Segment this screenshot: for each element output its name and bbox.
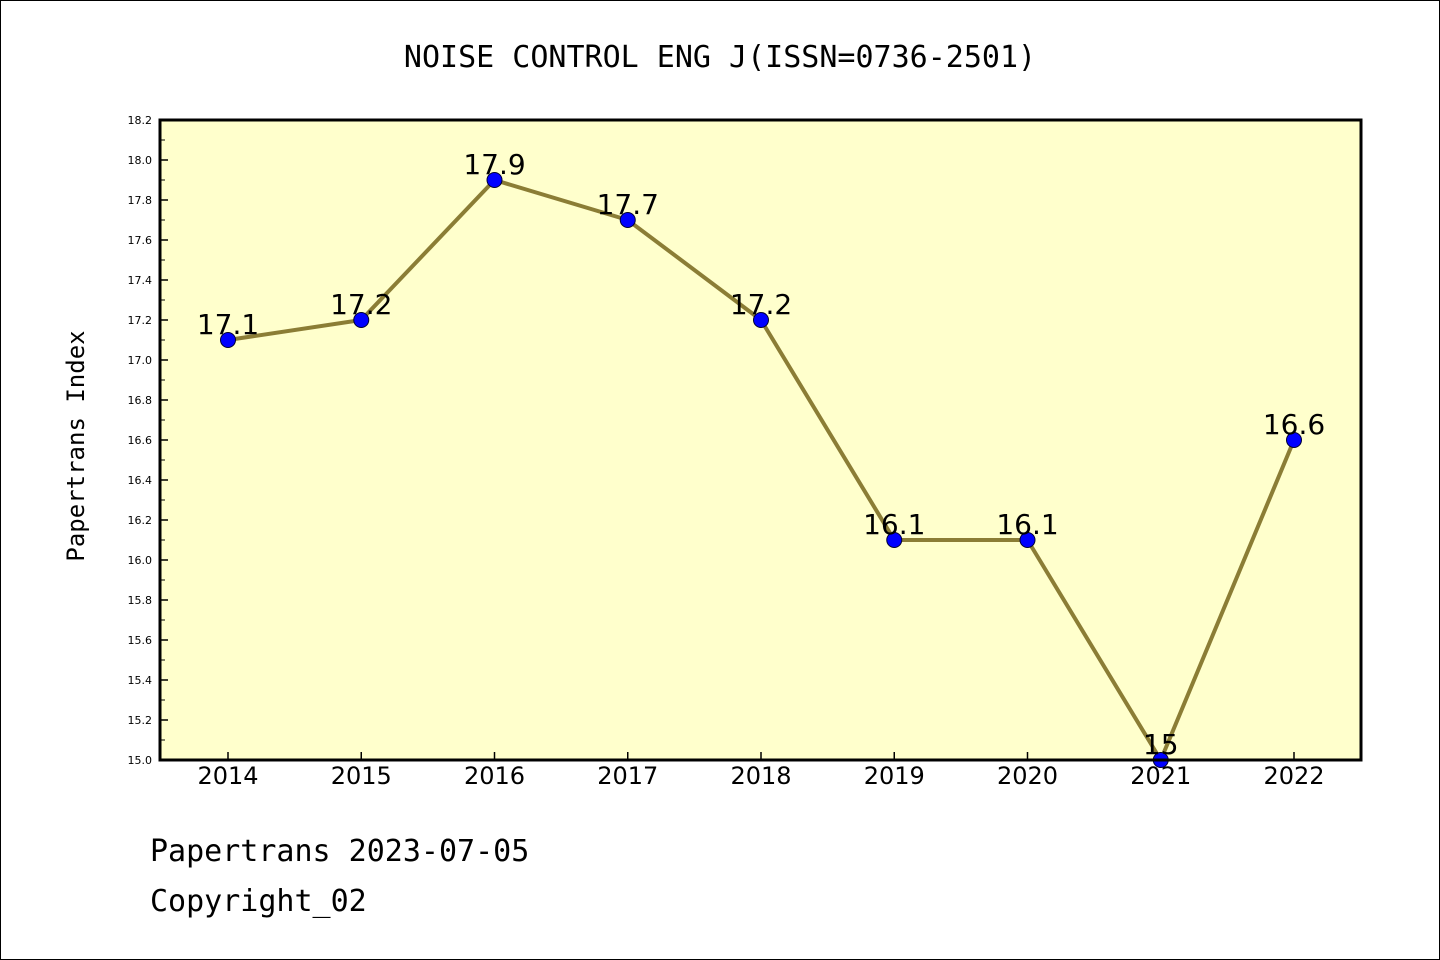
x-tick-label: 2015	[331, 762, 392, 790]
data-point	[753, 312, 769, 328]
x-tick-label: 2017	[597, 762, 658, 790]
data-point	[1019, 532, 1036, 548]
y-tick-label: 16.6	[128, 434, 153, 447]
data-point	[1286, 432, 1302, 448]
data-markers	[220, 172, 1302, 768]
data-label: 17.7	[597, 188, 659, 221]
y-tick-label: 17.0	[128, 354, 153, 367]
chart-title: NOISE CONTROL ENG J(ISSN=0736-2501)	[404, 40, 1036, 75]
data-point	[886, 532, 903, 548]
data-label: 17.2	[330, 288, 392, 321]
y-tick-label: 15.4	[128, 674, 153, 687]
y-tick-label: 18.0	[128, 154, 153, 167]
y-tick-label: 15.8	[128, 594, 153, 607]
data-label: 16.1	[996, 508, 1058, 541]
x-tick-label: 2022	[1263, 762, 1324, 790]
x-tick-label: 2018	[730, 762, 791, 790]
y-tick-label: 16.2	[128, 514, 153, 527]
footer-copyright: Copyright_02	[150, 884, 367, 919]
y-tick-label: 17.6	[128, 234, 153, 247]
data-label: 17.9	[463, 148, 525, 181]
plot-border	[158, 118, 1363, 762]
data-point	[486, 172, 503, 188]
data-label: 17.2	[730, 288, 792, 321]
data-label: 16.6	[1263, 408, 1325, 441]
y-axis-label: Papertrans Index	[62, 330, 90, 561]
y-tick-label: 17.8	[128, 194, 153, 207]
x-tick-label: 2014	[197, 762, 258, 790]
footer-date: Papertrans 2023-07-05	[150, 834, 530, 869]
x-tick-label: 2016	[464, 762, 525, 790]
x-tick-label: 2019	[864, 762, 925, 790]
y-tick-label: 16.4	[128, 474, 153, 487]
data-labels: 17.1 17.2 17.9 17.7 17.2 16.1 16.1 15 16.6	[197, 148, 1325, 761]
y-tick-label: 17.2	[128, 314, 153, 327]
data-label: 15	[1143, 728, 1179, 761]
plot-area	[160, 120, 1361, 760]
data-label: 16.1	[863, 508, 925, 541]
y-tick-label: 16.8	[128, 394, 153, 407]
data-point	[353, 312, 370, 328]
y-tick-label: 15.0	[128, 754, 153, 767]
y-tick-label: 17.4	[128, 274, 153, 287]
y-tick-label: 18.2	[128, 114, 153, 127]
x-tick-label: 2020	[997, 762, 1058, 790]
data-point	[220, 332, 236, 348]
x-axis-ticks: 2014 2015 2016 2017 2018 2019 2020 2021 2022	[197, 752, 1325, 790]
y-tick-label: 16.0	[128, 554, 153, 567]
y-tick-label: 15.2	[128, 714, 153, 727]
data-label: 17.1	[197, 308, 259, 341]
data-point	[619, 212, 636, 228]
y-tick-label: 15.6	[128, 634, 153, 647]
